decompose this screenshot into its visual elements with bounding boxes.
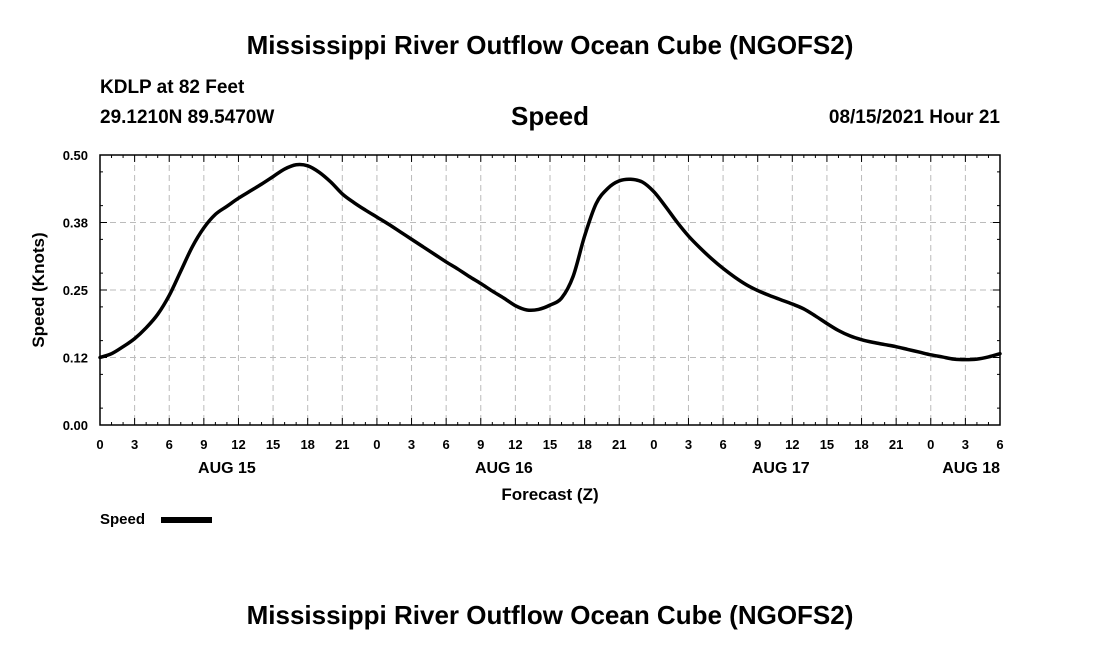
x-tick-label: 18 (300, 437, 314, 452)
x-tick-label: 18 (854, 437, 868, 452)
day-label: AUG 18 (942, 460, 1000, 477)
x-tick-label: 18 (577, 437, 591, 452)
axis-tick-labels: 0 3 6 9 12 15 18 21 0 3 6 9 12 15 18 21 0 3 6 9 12 15 18 21 0 3 6 0… (63, 148, 1004, 477)
footer-title: Mississippi River Outflow Ocean Cube (NG… (246, 600, 854, 630)
x-tick-label: 6 (719, 437, 726, 452)
day-label: AUG 17 (752, 460, 810, 477)
x-tick-label: 6 (996, 437, 1003, 452)
y-tick-label: 0.38 (63, 216, 88, 231)
x-tick-label: 0 (96, 437, 103, 452)
grid (100, 155, 1000, 425)
x-tick-label: 21 (612, 437, 626, 452)
y-tick-label: 0.25 (63, 283, 88, 298)
x-tick-label: 3 (131, 437, 138, 452)
x-tick-label: 0 (927, 437, 934, 452)
x-tick-label: 21 (889, 437, 903, 452)
x-tick-label: 12 (508, 437, 522, 452)
x-tick-label: 12 (231, 437, 245, 452)
x-tick-label: 9 (754, 437, 761, 452)
day-label: AUG 15 (198, 460, 256, 477)
legend: Speed (100, 511, 212, 528)
day-label: AUG 16 (475, 460, 533, 477)
y-tick-label: 0.50 (63, 148, 88, 163)
station-label: KDLP at 82 Feet (100, 77, 245, 98)
x-tick-label: 0 (373, 437, 380, 452)
x-tick-label: 6 (166, 437, 173, 452)
x-tick-label: 6 (443, 437, 450, 452)
x-tick-label: 9 (477, 437, 484, 452)
x-tick-label: 15 (820, 437, 834, 452)
x-tick-label: 3 (685, 437, 692, 452)
x-tick-label: 21 (335, 437, 349, 452)
y-tick-label: 0.00 (63, 418, 88, 433)
y-axis-label: Speed (Knots) (29, 232, 48, 347)
x-tick-label: 12 (785, 437, 799, 452)
x-tick-label: 15 (266, 437, 280, 452)
station-coordinates: 29.1210N 89.5470W (100, 107, 275, 128)
chart-title: Mississippi River Outflow Ocean Cube (NG… (246, 30, 854, 60)
x-tick-label: 15 (543, 437, 557, 452)
plot-frame (99, 154, 1001, 426)
x-tick-label: 0 (650, 437, 657, 452)
x-tick-label: 3 (962, 437, 969, 452)
x-tick-label: 3 (408, 437, 415, 452)
x-axis-label: Forecast (Z) (501, 485, 598, 504)
legend-label: Speed (100, 511, 145, 528)
speed-series-line (98, 162, 1002, 362)
variable-title: Speed (510, 101, 590, 131)
y-tick-label: 0.12 (63, 351, 88, 366)
x-tick-label: 9 (200, 437, 207, 452)
forecast-timestamp: 08/15/2021 Hour 21 (828, 107, 1000, 128)
